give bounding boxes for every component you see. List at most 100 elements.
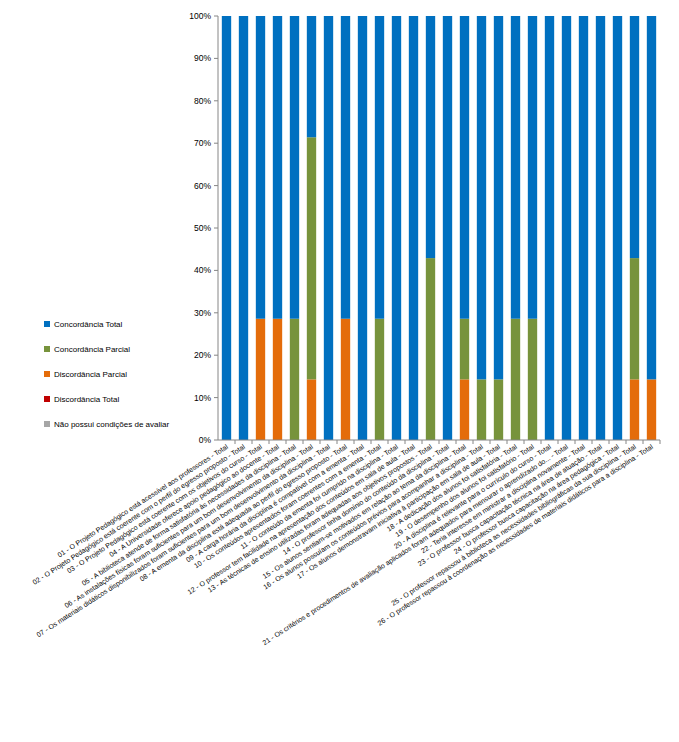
y-tick xyxy=(214,440,218,441)
bar-segment xyxy=(494,16,503,379)
bar-segment xyxy=(647,379,656,440)
x-tick-label: 24 - O professor busca capacitação na ár… xyxy=(453,443,621,556)
bar-segment xyxy=(647,16,656,379)
bar-segment xyxy=(511,319,520,440)
legend-label: Concordância Total xyxy=(54,320,123,329)
bar-segment xyxy=(256,16,265,319)
legend-swatch xyxy=(44,346,50,352)
x-tick-label: 25 - O professor repassou à biblioteca a… xyxy=(390,443,638,608)
bar-segment xyxy=(511,16,520,319)
bar-segment xyxy=(528,16,537,319)
x-tick xyxy=(592,440,593,444)
bar-segment xyxy=(630,16,639,258)
legend-swatch xyxy=(44,421,50,427)
x-tick xyxy=(490,440,491,444)
bar-segment xyxy=(630,258,639,379)
y-tick xyxy=(214,58,218,59)
bar-segment xyxy=(409,16,418,440)
x-tick xyxy=(405,440,406,444)
x-tick-label: 23 - O professor busca capacitação técni… xyxy=(417,443,604,569)
bar-segment xyxy=(273,16,282,319)
x-tick xyxy=(660,440,661,444)
y-tick xyxy=(214,270,218,271)
y-tick-label: 90% xyxy=(194,53,211,63)
bar-segment xyxy=(562,16,571,440)
legend-label: Discordância Parcial xyxy=(54,370,127,379)
bar-segment xyxy=(256,319,265,440)
y-tick xyxy=(214,397,218,398)
legend-label: Não possui condições de avaliar xyxy=(54,420,170,429)
y-tick xyxy=(214,228,218,229)
bar-segment xyxy=(392,16,401,440)
x-tick xyxy=(269,440,270,444)
x-tick xyxy=(320,440,321,444)
y-tick-label: 10% xyxy=(194,393,211,403)
y-tick-label: 60% xyxy=(194,181,211,191)
y-tick-label: 40% xyxy=(194,265,211,275)
y-tick-label: 70% xyxy=(194,138,211,148)
bar-segment xyxy=(460,16,469,319)
bar-segment xyxy=(443,16,452,440)
y-tick-label: 50% xyxy=(194,223,211,233)
bar-segment xyxy=(426,258,435,440)
x-tick xyxy=(286,440,287,444)
bar-segment xyxy=(613,16,622,440)
x-tick xyxy=(507,440,508,444)
bar-segment xyxy=(341,16,350,319)
bar-segment xyxy=(545,16,554,440)
x-tick xyxy=(524,440,525,444)
y-tick-label: 20% xyxy=(194,350,211,360)
bar-segment xyxy=(426,16,435,258)
x-tick xyxy=(354,440,355,444)
bar-segment xyxy=(477,16,486,379)
bar-segment xyxy=(630,379,639,440)
legend-swatch xyxy=(44,371,50,377)
x-tick xyxy=(439,440,440,444)
bar-segment xyxy=(222,16,231,440)
x-tick-label: 21 - Os critérios e procedimentos de ava… xyxy=(261,443,570,647)
bar-segment xyxy=(307,137,316,379)
bar-segment xyxy=(375,319,384,440)
x-tick xyxy=(371,440,372,444)
x-tick xyxy=(252,440,253,444)
y-tick xyxy=(214,16,218,17)
chart: 0%10%20%30%40%50%60%70%80%90%100%01 - O … xyxy=(0,0,679,742)
y-tick-label: 100% xyxy=(189,11,211,21)
y-tick xyxy=(214,100,218,101)
bar-segment xyxy=(341,319,350,440)
bar-segment xyxy=(460,379,469,440)
x-tick xyxy=(388,440,389,444)
bar-segment xyxy=(324,16,333,440)
bar-segment xyxy=(375,16,384,319)
x-tick xyxy=(609,440,610,444)
bar-segment xyxy=(307,16,316,137)
bar-segment xyxy=(290,319,299,440)
bar-segment xyxy=(307,379,316,440)
y-tick xyxy=(214,355,218,356)
bar-segment xyxy=(273,319,282,440)
bar-segment xyxy=(596,16,605,440)
x-tick xyxy=(626,440,627,444)
y-tick-label: 0% xyxy=(199,435,212,445)
bar-segment xyxy=(290,16,299,319)
x-tick xyxy=(303,440,304,444)
bar-segment xyxy=(579,16,588,440)
x-tick xyxy=(235,440,236,444)
legend-label: Discordância Total xyxy=(54,395,119,404)
x-tick xyxy=(643,440,644,444)
legend-swatch xyxy=(44,396,50,402)
y-tick xyxy=(214,312,218,313)
y-tick xyxy=(214,185,218,186)
legend-swatch xyxy=(44,321,50,327)
x-tick xyxy=(575,440,576,444)
bar-segment xyxy=(477,379,486,440)
legend-label: Concordância Parcial xyxy=(54,345,130,354)
y-tick-label: 30% xyxy=(194,308,211,318)
x-tick xyxy=(541,440,542,444)
bar-segment xyxy=(358,16,367,440)
x-tick xyxy=(473,440,474,444)
x-tick xyxy=(456,440,457,444)
x-tick xyxy=(558,440,559,444)
bar-segment xyxy=(494,379,503,440)
x-tick-label: 26 - O professor repassou à coordenação … xyxy=(376,443,655,628)
